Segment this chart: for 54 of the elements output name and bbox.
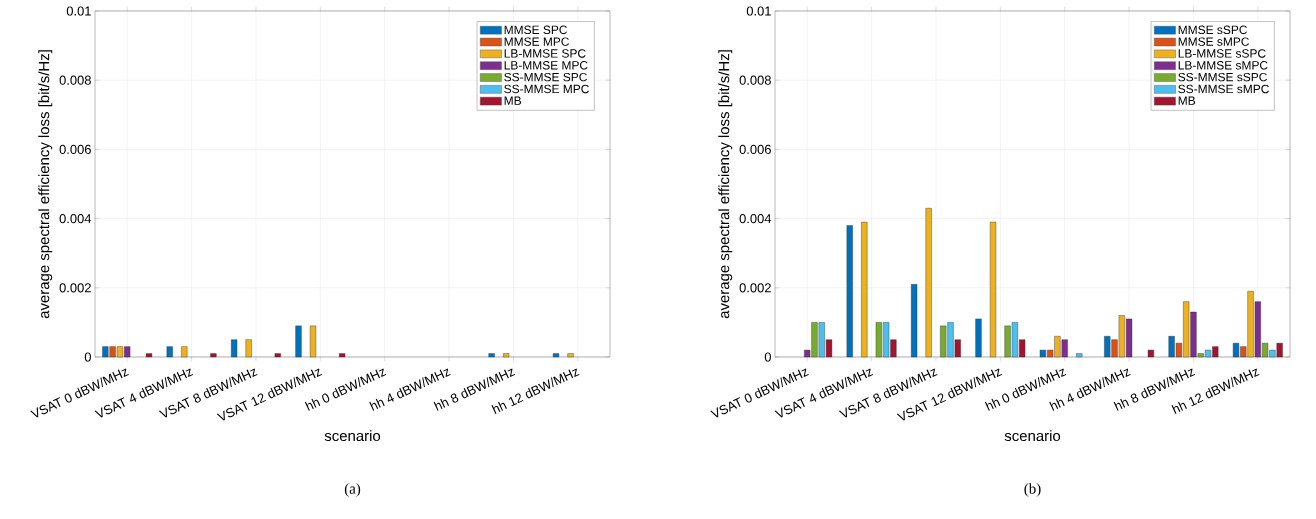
- y-tick-label: 0.008: [739, 75, 771, 85]
- legend-label: SS-MMSE SPC: [504, 72, 587, 82]
- bar: [1076, 353, 1083, 358]
- y-tick-label: 0.002: [739, 283, 771, 293]
- text: (a): [344, 483, 361, 497]
- legend-label: MMSE MPC: [504, 37, 569, 46]
- bar: [552, 353, 560, 358]
- legend-label: MMSE sSPC: [1178, 25, 1247, 35]
- bar: [975, 318, 982, 358]
- y-tick-label: 0.004: [739, 214, 772, 224]
- legend-label: LB-MMSE SPC: [504, 49, 586, 58]
- legend-label: LB-MMSE MPC: [504, 61, 588, 70]
- bar: [503, 353, 510, 358]
- legend-label: LB-MMSE sSPC: [1178, 49, 1266, 58]
- bar: [567, 353, 574, 358]
- bar: [861, 221, 868, 358]
- bar: [339, 353, 346, 358]
- bar: [166, 346, 173, 358]
- bar: [925, 208, 932, 358]
- bar: [1147, 349, 1154, 358]
- y-tick-label: 0: [764, 352, 771, 362]
- y-tick-label: 0.006: [739, 144, 771, 154]
- legend-label: SS-MMSE MPC: [504, 84, 589, 94]
- y-tick-label: 0.008: [59, 75, 91, 85]
- legend-label: SS-MMSE sSPC: [1178, 72, 1267, 82]
- x-axis-title: scenario: [1004, 430, 1061, 442]
- y-tick-label: 0: [84, 352, 91, 362]
- bar: [145, 353, 153, 358]
- x-axis-title: scenario: [324, 430, 381, 442]
- legend-label: SS-MMSE sMPC: [1178, 84, 1269, 94]
- y-tick-label: 0.006: [59, 144, 91, 154]
- y-axis-title: average spectral efficiency loss [bit/s/Hz]: [38, 50, 53, 319]
- y-tick-label: 0.01: [66, 6, 91, 16]
- bar: [210, 353, 217, 358]
- y-tick-label: 0.01: [746, 6, 771, 16]
- bar: [181, 346, 188, 358]
- bar: [295, 325, 302, 358]
- text: (b): [1024, 483, 1041, 497]
- legend-label: MMSE sMPC: [1178, 37, 1249, 46]
- bar: [911, 284, 918, 358]
- y-axis-title: average spectral efficiency loss [bit/s/Hz]: [718, 50, 733, 319]
- legend-label: LB-MMSE sMPC: [1178, 61, 1268, 70]
- bar: [846, 225, 853, 358]
- bar: [231, 339, 238, 358]
- bar: [309, 325, 317, 358]
- legend-label: MB: [1178, 96, 1196, 105]
- legend-label: MB: [504, 96, 521, 105]
- bar: [274, 353, 281, 358]
- y-tick-label: 0.004: [59, 214, 92, 224]
- y-tick-label: 0.002: [59, 283, 91, 293]
- bar: [488, 353, 495, 358]
- bar: [989, 221, 997, 358]
- bar: [245, 339, 252, 358]
- legend-label: MMSE SPC: [504, 25, 567, 35]
